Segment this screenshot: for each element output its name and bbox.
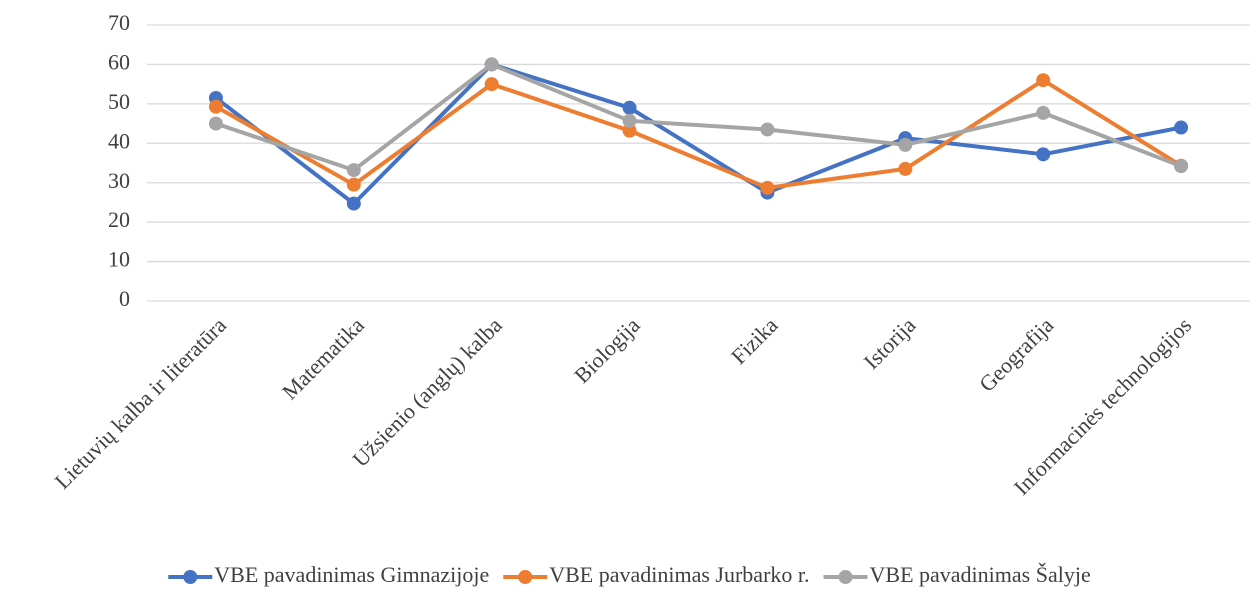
- data-point: [208, 99, 223, 114]
- data-point: [760, 122, 775, 137]
- y-tick-label: 50: [108, 89, 130, 114]
- x-tick-label: Biologija: [569, 312, 645, 388]
- x-tick-label: Lietuvių kalba ir literatūra: [50, 312, 232, 494]
- y-tick-label: 10: [108, 247, 130, 272]
- series-line: [215, 62, 1182, 173]
- data-point: [1174, 159, 1189, 174]
- data-point: [760, 180, 775, 195]
- x-tick-label: Geografija: [974, 312, 1058, 396]
- legend-label: VBE pavadinimas Jurbarko r.: [549, 562, 809, 587]
- data-point: [1036, 105, 1051, 120]
- data-point: [346, 196, 361, 211]
- y-tick-label: 60: [108, 49, 130, 74]
- legend-item: VBE pavadinimas Šalyje: [823, 562, 1091, 587]
- data-point: [208, 116, 223, 131]
- legend-item: VBE pavadinimas Gimnazijoje: [168, 562, 489, 587]
- data-point: [1036, 147, 1051, 162]
- data-point: [1174, 120, 1189, 135]
- y-tick-label: 20: [108, 207, 130, 232]
- y-tick-label: 30: [108, 168, 130, 193]
- x-tick-label: Fizika: [726, 312, 783, 369]
- data-point: [346, 177, 361, 192]
- data-point: [484, 77, 499, 92]
- legend-marker: [518, 570, 533, 584]
- data-point: [484, 57, 499, 72]
- data-point: [622, 123, 637, 138]
- y-tick-label: 40: [108, 128, 130, 153]
- data-point: [346, 163, 361, 178]
- legend-marker: [838, 570, 853, 584]
- legend-marker: [183, 570, 198, 584]
- y-tick-label: 0: [119, 286, 130, 311]
- y-tick-label: 70: [108, 10, 130, 35]
- data-point: [898, 161, 913, 176]
- data-point: [1036, 73, 1051, 88]
- series-line: [214, 62, 1182, 206]
- series-line: [214, 78, 1183, 190]
- data-point: [898, 137, 913, 152]
- legend-label: VBE pavadinimas Šalyje: [870, 562, 1091, 587]
- x-tick-label: Matematika: [277, 312, 369, 404]
- data-point: [622, 100, 637, 115]
- legend-label: VBE pavadinimas Gimnazijoje: [214, 562, 489, 587]
- x-tick-label: Užsienio (anglų) kalba: [347, 312, 507, 472]
- legend-item: VBE pavadinimas Jurbarko r.: [503, 562, 810, 587]
- data-point: [622, 113, 637, 128]
- x-tick-label: Istorija: [859, 312, 921, 374]
